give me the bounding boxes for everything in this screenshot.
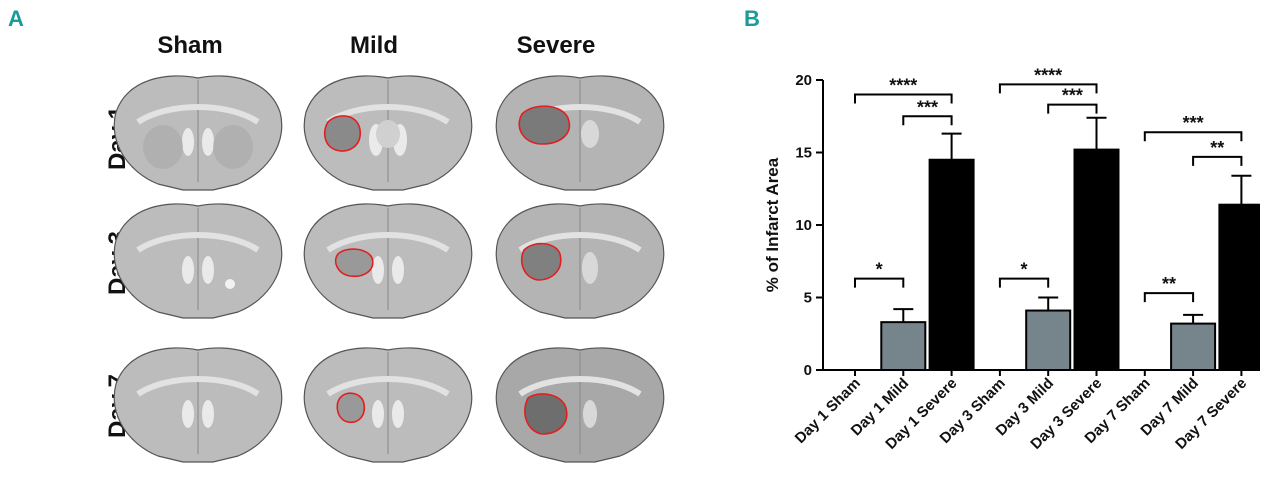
significance-bracket bbox=[998, 277, 1050, 288]
column-header-mild: Mild bbox=[350, 32, 398, 59]
bar bbox=[1073, 148, 1120, 371]
significance-label: ** bbox=[1162, 274, 1176, 294]
brain-slice-day7-mild bbox=[303, 347, 473, 463]
y-tick-label: 15 bbox=[795, 145, 812, 162]
significance-label: * bbox=[1021, 260, 1028, 280]
significance-bracket bbox=[1047, 103, 1098, 114]
y-axis-title: % of Infarct Area bbox=[763, 157, 782, 292]
brain-slice-day3-severe bbox=[495, 203, 665, 319]
y-tick-label: 20 bbox=[795, 72, 812, 89]
bars bbox=[880, 116, 1260, 372]
x-tick-label: Day 1 Sham bbox=[792, 375, 864, 447]
significance-brackets: *********************** bbox=[854, 65, 1243, 303]
bar bbox=[1025, 309, 1072, 372]
brain-slice-day7-sham bbox=[113, 347, 283, 463]
brain-slice-day1-mild bbox=[303, 75, 473, 191]
column-header-sham: Sham bbox=[157, 32, 223, 59]
column-header-severe: Severe bbox=[516, 32, 596, 59]
significance-label: **** bbox=[889, 76, 917, 96]
significance-bracket bbox=[854, 93, 953, 104]
significance-bracket bbox=[902, 115, 953, 126]
panel-b-label: B bbox=[744, 6, 760, 31]
significance-label: *** bbox=[917, 97, 938, 117]
bar bbox=[1218, 203, 1260, 371]
significance-bracket bbox=[1143, 131, 1243, 142]
significance-bracket bbox=[1192, 155, 1243, 166]
significance-bracket bbox=[1143, 292, 1195, 303]
panel-a-label: A bbox=[8, 6, 24, 31]
significance-bracket bbox=[998, 83, 1098, 94]
brain-slice-day7-severe bbox=[495, 347, 665, 463]
significance-label: *** bbox=[1062, 86, 1083, 106]
y-tick-label: 5 bbox=[804, 290, 812, 307]
brain-slice-day3-sham bbox=[113, 203, 283, 319]
y-axis: 0 5 10 15 20 bbox=[795, 72, 824, 379]
brain-slice-day1-severe bbox=[495, 75, 665, 191]
significance-label: * bbox=[876, 260, 883, 280]
significance-bracket bbox=[854, 277, 905, 288]
significance-label: *** bbox=[1183, 113, 1204, 133]
significance-label: ** bbox=[1210, 138, 1224, 158]
significance-label: **** bbox=[1034, 65, 1062, 85]
bar bbox=[1170, 322, 1217, 372]
y-tick-label: 0 bbox=[804, 362, 812, 379]
bar bbox=[928, 158, 975, 371]
y-tick-label: 10 bbox=[795, 217, 812, 234]
brain-slice-day3-mild bbox=[303, 203, 473, 319]
bar bbox=[880, 321, 927, 371]
brain-slice-day1-sham bbox=[113, 75, 283, 191]
